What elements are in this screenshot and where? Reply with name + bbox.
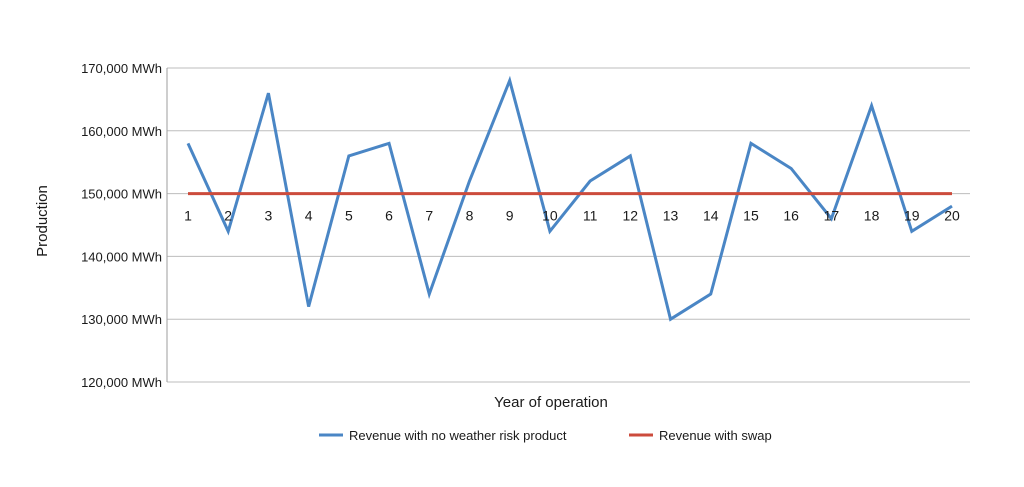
y-tick-label: 160,000 MWh xyxy=(81,124,162,139)
x-tick-label: 7 xyxy=(425,208,433,224)
x-tick-label: 5 xyxy=(345,208,353,224)
legend: Revenue with no weather risk product Rev… xyxy=(319,428,772,443)
y-axis-ticks: 120,000 MWh 130,000 MWh 140,000 MWh 150,000… xyxy=(81,61,162,390)
x-axis-ticks: 1 2 3 4 5 6 7 8 9 10 11 12 13 14 15 16 17 18 19 20 xyxy=(184,208,960,224)
legend-label-series-1: Revenue with no weather risk product xyxy=(349,428,567,443)
gridlines xyxy=(166,67,970,383)
x-tick-label: 20 xyxy=(944,208,960,224)
y-tick-label: 150,000 MWh xyxy=(81,187,162,202)
x-tick-label: 14 xyxy=(703,208,719,224)
x-tick-label: 15 xyxy=(743,208,759,224)
y-tick-label: 140,000 MWh xyxy=(81,249,162,264)
series-lines xyxy=(186,75,953,322)
x-tick-label: 11 xyxy=(583,208,598,224)
x-tick-label: 17 xyxy=(824,208,840,224)
y-tick-label: 130,000 MWh xyxy=(81,312,162,327)
x-tick-label: 3 xyxy=(265,208,273,224)
x-tick-label: 1 xyxy=(184,208,192,224)
x-tick-label: 13 xyxy=(663,208,679,224)
x-tick-label: 4 xyxy=(305,208,313,224)
x-tick-label: 6 xyxy=(385,208,393,224)
x-tick-label: 8 xyxy=(466,208,474,224)
x-tick-label: 19 xyxy=(904,208,920,224)
x-tick-label: 12 xyxy=(623,208,639,224)
series-line-1 xyxy=(186,75,953,322)
x-tick-label: 16 xyxy=(783,208,799,224)
legend-label-series-2: Revenue with swap xyxy=(659,428,772,443)
y-tick-label: 120,000 MWh xyxy=(81,375,162,390)
y-axis-title: Production xyxy=(34,185,51,257)
x-axis-title: Year of operation xyxy=(494,394,608,411)
x-tick-label: 18 xyxy=(864,208,880,224)
y-tick-label: 170,000 MWh xyxy=(81,61,162,76)
x-tick-label: 9 xyxy=(506,208,514,224)
x-tick-label: 10 xyxy=(542,208,558,224)
x-tick-label: 2 xyxy=(224,208,232,224)
